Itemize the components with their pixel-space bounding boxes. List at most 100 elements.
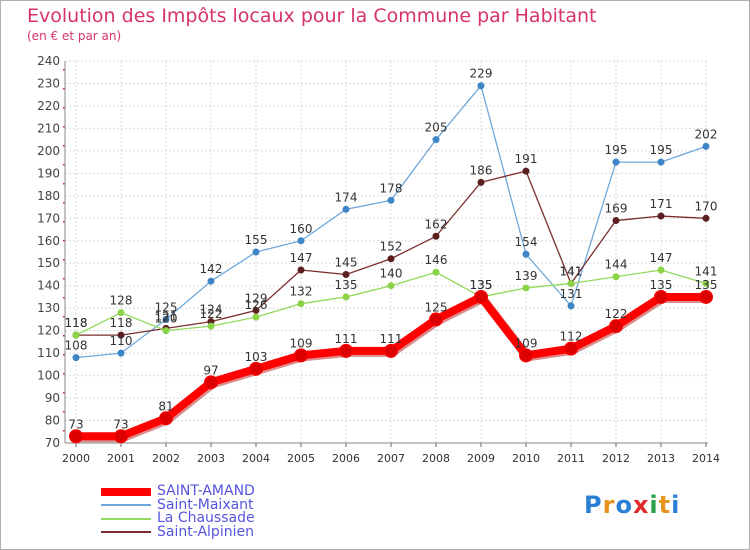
legend-swatch (101, 517, 151, 520)
y-tick-label: 80 (45, 414, 60, 428)
data-point (654, 289, 668, 304)
x-tick-label: 2006 (332, 452, 360, 465)
y-axis-dot (63, 354, 65, 356)
data-label: 125 (425, 300, 448, 314)
data-label: 229 (470, 67, 493, 81)
data-label: 170 (695, 199, 718, 213)
data-label: 139 (515, 269, 538, 283)
data-point (477, 178, 485, 186)
data-label: 146 (425, 253, 448, 267)
y-axis-dot (63, 88, 65, 90)
data-label: 141 (560, 264, 583, 278)
data-label: 129 (245, 291, 268, 305)
data-label: 118 (110, 316, 133, 330)
y-tick-label: 190 (37, 166, 60, 180)
data-label: 108 (65, 339, 88, 353)
data-point (72, 354, 80, 362)
legend-label: Saint-Alpinien (157, 523, 254, 540)
proxiti-logo: Proxiti (584, 491, 680, 519)
y-axis-dot (63, 373, 65, 375)
data-point (387, 196, 395, 204)
y-axis-dot (63, 183, 65, 185)
data-point (162, 327, 170, 335)
data-label: 126 (245, 298, 268, 312)
x-tick-label: 2000 (62, 452, 90, 465)
data-point (207, 322, 215, 330)
data-point (612, 158, 620, 166)
data-point (657, 266, 665, 274)
data-point (297, 300, 305, 308)
data-point (342, 293, 350, 301)
data-label: 97 (203, 363, 218, 377)
data-label: 135 (695, 278, 718, 292)
data-point (699, 289, 713, 304)
logo-letter: r (602, 491, 616, 519)
data-label: 135 (470, 278, 493, 292)
y-axis-dot (63, 278, 65, 280)
y-axis-dot (63, 259, 65, 261)
data-label: 160 (290, 222, 313, 236)
y-tick-label: 170 (37, 211, 60, 225)
data-label: 162 (425, 217, 448, 231)
legend-item: SAINT-AMAND (101, 483, 255, 499)
data-label: 124 (200, 303, 223, 317)
logo-letter: i (649, 491, 659, 519)
data-point (567, 302, 575, 310)
data-label: 135 (470, 278, 493, 292)
data-point (567, 279, 575, 287)
y-axis-dot (63, 335, 65, 337)
data-label: 169 (605, 202, 628, 216)
x-tick-label: 2007 (377, 452, 405, 465)
y-tick-label: 220 (37, 99, 60, 113)
y-axis-dot (63, 126, 65, 128)
y-axis-dot (63, 164, 65, 166)
data-label: 81 (158, 399, 173, 413)
legend-item: Saint-Maixant (101, 498, 255, 513)
y-axis-dot (63, 316, 65, 318)
y-tick-label: 110 (37, 346, 60, 360)
legend-item: La Chaussade (101, 511, 255, 526)
chart-subtitle: (en € et par an) (27, 29, 122, 43)
data-point (609, 319, 623, 334)
data-point (702, 142, 710, 150)
data-label: 73 (113, 417, 128, 431)
data-point (342, 270, 350, 278)
data-label: 111 (380, 332, 403, 346)
plot-area (65, 61, 708, 443)
data-point (384, 343, 398, 358)
data-point (72, 331, 80, 339)
y-axis-dot (63, 297, 65, 299)
data-point (612, 217, 620, 225)
data-point (564, 341, 578, 356)
y-tick-label: 200 (37, 144, 60, 158)
data-label: 118 (65, 316, 88, 330)
data-label: 122 (200, 307, 223, 321)
data-point (522, 284, 530, 292)
legend-swatch (101, 504, 151, 507)
data-label: 155 (245, 233, 268, 247)
x-tick-label: 2013 (647, 452, 675, 465)
data-point (432, 232, 440, 240)
data-point (117, 309, 125, 317)
legend-label: SAINT-AMAND (157, 483, 255, 499)
data-label: 140 (380, 267, 403, 281)
data-point (297, 266, 305, 274)
data-point (612, 273, 620, 281)
y-tick-label: 140 (37, 279, 60, 293)
data-label: 110 (110, 334, 133, 348)
data-point (249, 361, 263, 376)
y-tick-label: 130 (37, 301, 60, 315)
x-tick-label: 2010 (512, 452, 540, 465)
y-tick-label: 210 (37, 121, 60, 135)
data-label: 195 (650, 143, 673, 157)
data-label: 73 (68, 417, 83, 431)
data-label: 144 (605, 258, 628, 272)
x-tick-label: 2004 (242, 452, 270, 465)
data-point (207, 277, 215, 285)
y-tick-label: 70 (45, 436, 60, 450)
data-label: 191 (515, 152, 538, 166)
x-tick-label: 2002 (152, 452, 180, 465)
data-point (159, 411, 173, 426)
